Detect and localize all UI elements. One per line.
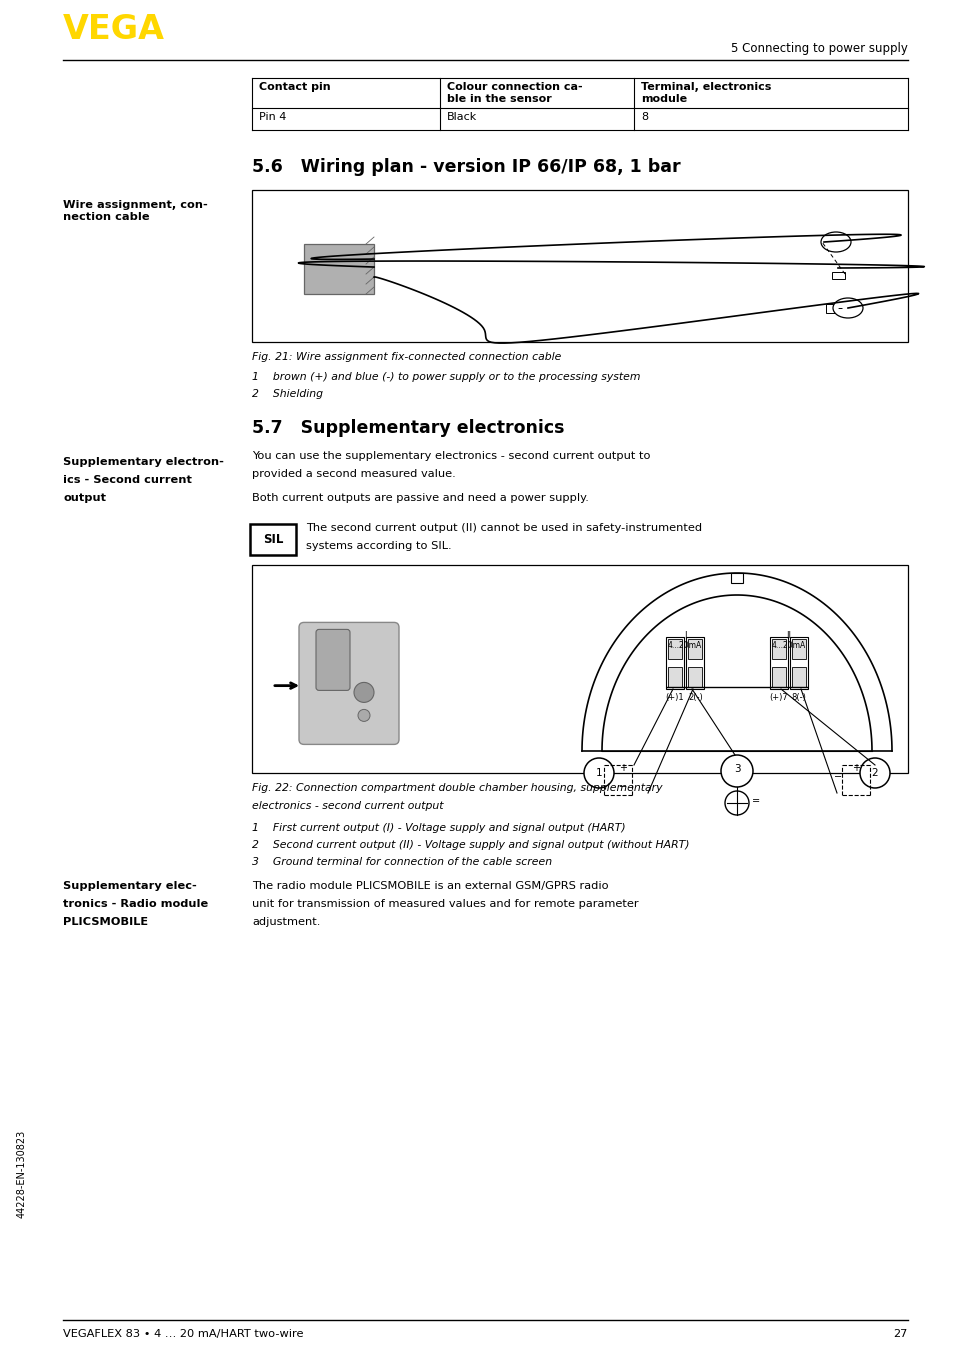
Circle shape — [583, 758, 614, 788]
Text: II: II — [785, 631, 791, 640]
FancyBboxPatch shape — [687, 668, 701, 686]
Text: 27: 27 — [893, 1330, 907, 1339]
Circle shape — [354, 682, 374, 703]
Circle shape — [859, 758, 889, 788]
Text: output: output — [63, 493, 106, 502]
Text: PLICSMOBILE: PLICSMOBILE — [63, 917, 148, 927]
FancyBboxPatch shape — [769, 636, 787, 689]
Text: Both current outputs are passive and need a power supply.: Both current outputs are passive and nee… — [252, 493, 588, 502]
Text: adjustment.: adjustment. — [252, 917, 320, 927]
Text: Colour connection ca-
ble in the sensor: Colour connection ca- ble in the sensor — [447, 83, 582, 104]
Circle shape — [720, 756, 752, 787]
FancyBboxPatch shape — [685, 636, 703, 689]
FancyBboxPatch shape — [789, 636, 807, 689]
Text: (+)7: (+)7 — [768, 693, 787, 701]
Text: The radio module PLICSMOBILE is an external GSM/GPRS radio: The radio module PLICSMOBILE is an exter… — [252, 881, 608, 891]
FancyBboxPatch shape — [730, 573, 742, 584]
FancyBboxPatch shape — [252, 565, 907, 773]
Text: Contact pin: Contact pin — [258, 83, 331, 92]
Text: 2: 2 — [871, 768, 878, 779]
Text: −: − — [833, 772, 841, 783]
Text: 44228-EN-130823: 44228-EN-130823 — [17, 1129, 27, 1219]
Text: 2(-): 2(-) — [687, 693, 702, 701]
Circle shape — [357, 709, 370, 722]
FancyBboxPatch shape — [771, 668, 785, 686]
Text: Supplementary electron-: Supplementary electron- — [63, 458, 224, 467]
Text: I: I — [683, 631, 685, 640]
Text: You can use the supplementary electronics - second current output to: You can use the supplementary electronic… — [252, 451, 650, 460]
Text: 4...20mA: 4...20mA — [667, 640, 701, 650]
FancyBboxPatch shape — [667, 639, 681, 659]
Text: 3    Ground terminal for connection of the cable screen: 3 Ground terminal for connection of the … — [252, 857, 552, 867]
Text: The second current output (II) cannot be used in safety-instrumented: The second current output (II) cannot be… — [306, 523, 701, 533]
Text: 3: 3 — [733, 764, 740, 774]
FancyBboxPatch shape — [665, 636, 683, 689]
Text: 2    Shielding: 2 Shielding — [252, 389, 323, 399]
FancyBboxPatch shape — [304, 244, 374, 294]
Text: Terminal, electronics
module: Terminal, electronics module — [640, 83, 771, 104]
Text: ics - Second current: ics - Second current — [63, 475, 192, 485]
FancyBboxPatch shape — [298, 623, 398, 745]
Text: 1: 1 — [595, 768, 601, 779]
Text: (+)1: (+)1 — [664, 693, 683, 701]
Text: 8(-): 8(-) — [790, 693, 805, 701]
Circle shape — [724, 791, 748, 815]
FancyBboxPatch shape — [791, 639, 805, 659]
Text: Supplementary elec-: Supplementary elec- — [63, 881, 196, 891]
FancyBboxPatch shape — [252, 190, 907, 343]
Text: Fig. 22: Connection compartment double chamber housing, supplementary: Fig. 22: Connection compartment double c… — [252, 783, 661, 793]
Text: VEGAFLEX 83 • 4 … 20 mA/HART two-wire: VEGAFLEX 83 • 4 … 20 mA/HART two-wire — [63, 1330, 303, 1339]
Text: =: = — [751, 796, 760, 806]
Text: 5.6   Wiring plan - version IP 66/IP 68, 1 bar: 5.6 Wiring plan - version IP 66/IP 68, 1… — [252, 158, 679, 176]
Text: electronics - second current output: electronics - second current output — [252, 802, 443, 811]
Text: 8: 8 — [640, 112, 647, 122]
FancyBboxPatch shape — [315, 630, 350, 691]
Text: provided a second measured value.: provided a second measured value. — [252, 468, 456, 479]
Text: 5.7   Supplementary electronics: 5.7 Supplementary electronics — [252, 418, 564, 437]
Text: 2    Second current output (II) - Voltage supply and signal output (without HART: 2 Second current output (II) - Voltage s… — [252, 839, 689, 850]
FancyBboxPatch shape — [687, 639, 701, 659]
Text: Wire assignment, con-
nection cable: Wire assignment, con- nection cable — [63, 200, 208, 222]
FancyBboxPatch shape — [791, 668, 805, 686]
Text: +: + — [618, 764, 626, 773]
Text: tronics - Radio module: tronics - Radio module — [63, 899, 208, 909]
Text: VEGA: VEGA — [63, 14, 165, 46]
Ellipse shape — [821, 232, 850, 252]
Text: 1    brown (+) and blue (-) to power supply or to the processing system: 1 brown (+) and blue (-) to power supply… — [252, 372, 639, 382]
Text: Pin 4: Pin 4 — [258, 112, 286, 122]
Text: −: − — [618, 783, 626, 792]
FancyBboxPatch shape — [667, 668, 681, 686]
FancyBboxPatch shape — [825, 305, 841, 313]
Text: unit for transmission of measured values and for remote parameter: unit for transmission of measured values… — [252, 899, 638, 909]
FancyBboxPatch shape — [250, 524, 295, 555]
Text: Black: Black — [447, 112, 476, 122]
FancyBboxPatch shape — [831, 272, 844, 279]
Text: 4...20mA: 4...20mA — [771, 640, 805, 650]
Text: SIL: SIL — [262, 533, 283, 546]
Text: Fig. 21: Wire assignment fix-connected connection cable: Fig. 21: Wire assignment fix-connected c… — [252, 352, 560, 362]
FancyBboxPatch shape — [771, 639, 785, 659]
Text: 5 Connecting to power supply: 5 Connecting to power supply — [730, 42, 907, 56]
Ellipse shape — [832, 298, 862, 318]
Text: 1    First current output (I) - Voltage supply and signal output (HART): 1 First current output (I) - Voltage sup… — [252, 823, 625, 833]
Text: +: + — [851, 764, 859, 773]
Text: systems according to SIL.: systems according to SIL. — [306, 542, 451, 551]
